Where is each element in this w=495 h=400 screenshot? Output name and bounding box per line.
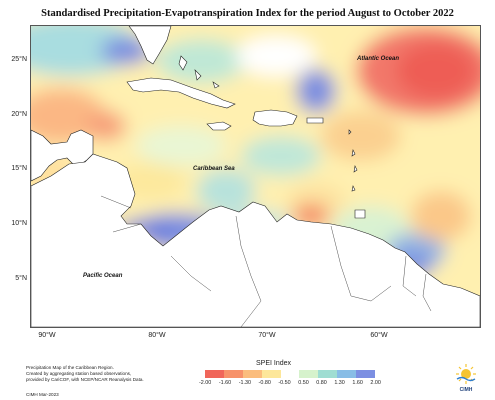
legend-swatch: [205, 370, 224, 378]
sun-logo-icon: CIMH: [456, 364, 476, 393]
puerto-rico: [306, 117, 324, 124]
atlantic-ocean-label: Atlantic Ocean: [357, 56, 400, 62]
jamaica: [206, 121, 232, 131]
lat-label-5n: 5°N: [15, 275, 27, 282]
legend-swatch: [299, 370, 319, 378]
footer-credit: CIMH Mar-2023: [26, 392, 59, 397]
legend-tick-label: -0.80: [258, 380, 271, 386]
legend-tick-label: 0.50: [298, 380, 309, 386]
legend-colorbar: [205, 370, 376, 378]
legend-swatch: [242, 370, 262, 378]
legend-swatch: [337, 370, 357, 378]
lon-label-70w: 70°W: [258, 332, 276, 339]
legend-title: SPEI Index: [256, 360, 292, 367]
cuba: [126, 77, 236, 109]
legend-tick-label: 0.80: [316, 380, 327, 386]
footer-note: Precipitation Map of the Caribbean Regio…: [26, 365, 144, 383]
lesser-antilles-4: [351, 185, 356, 192]
logo-text: CIMH: [460, 387, 473, 393]
legend-tick-label: 2.00: [370, 380, 381, 386]
lesser-antilles-3: [353, 165, 358, 173]
legend-tick-label: -1.30: [238, 380, 251, 386]
lon-label-90w: 90°W: [38, 332, 56, 339]
footer-line-1: Precipitation Map of the Caribbean Regio…: [26, 365, 114, 370]
lesser-antilles-1: [348, 129, 352, 135]
country-borders: [100, 195, 432, 327]
legend-tick-label: -1.60: [218, 380, 232, 386]
lon-label-80w: 80°W: [148, 332, 166, 339]
pacific-ocean-label: Pacific Ocean: [83, 273, 123, 279]
lat-label-20n: 20°N: [11, 111, 27, 118]
land-masses: [31, 26, 480, 327]
hispaniola: [252, 109, 298, 127]
bahamas-1: [178, 55, 188, 71]
lat-label-25n: 25°N: [11, 56, 27, 63]
trinidad: [354, 209, 366, 219]
legend-swatch: [223, 370, 243, 378]
legend-swatch: [261, 370, 281, 378]
caribbean-sea-label: Caribbean Sea: [193, 166, 235, 172]
map-title: Standardised Precipitation-Evapotranspir…: [41, 8, 454, 19]
florida-peninsula: [128, 26, 172, 65]
lesser-antilles-2: [351, 149, 356, 157]
footer-line-2: Created by aggregating station based obs…: [26, 371, 132, 376]
bahamas-3: [212, 81, 220, 89]
legend-tick-label: -0.50: [278, 380, 291, 386]
legend-swatch: [318, 370, 338, 378]
legend-ticks: -2.00 -1.60 -1.30 -0.80 -0.50 0.50 0.80 1.30 1.6…: [199, 380, 381, 386]
lat-label-10n: 10°N: [11, 220, 27, 227]
central-south-america: [31, 153, 480, 327]
legend-tick-label: -2.00: [199, 380, 212, 386]
cimh-logo: CIMH: [452, 363, 480, 393]
lat-label-15n: 15°N: [11, 165, 27, 172]
bahamas-2: [194, 69, 202, 81]
legend-tick-label: 1.30: [334, 380, 345, 386]
spei-map: [30, 25, 481, 328]
spei-map-canvas: [31, 26, 480, 327]
legend-swatch: [356, 370, 376, 378]
footer-line-3: provided by CariCOF, with NCEP/NCAR Rean…: [26, 377, 144, 382]
legend-tick-label: 1.60: [352, 380, 363, 386]
legend-swatch: [280, 370, 300, 378]
lon-label-60w: 60°W: [370, 332, 388, 339]
